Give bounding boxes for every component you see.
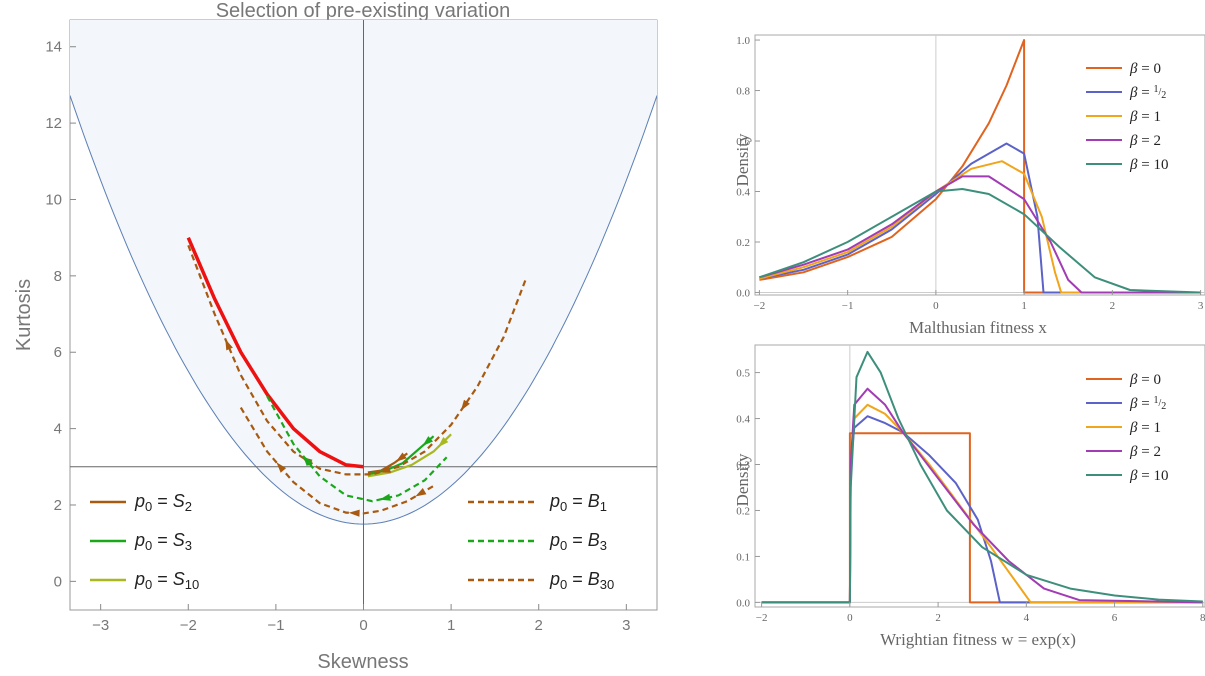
x-tick-label: −1 [267,617,284,634]
x-tick-label: 0 [359,617,367,634]
flow-arrow-marker [422,436,433,446]
flow-arrow-marker [379,465,391,473]
y-tick-label: 0.2 [736,505,750,517]
chart-title: Selection of pre-existing variation [216,0,511,22]
series-line-b3-6 [266,395,448,503]
x-tick-label: −2 [754,300,766,312]
y-tick-label: 1.0 [736,35,750,47]
density-curve-2 [759,160,1201,294]
x-axis-label: Wrightian fitness w = exp(x) [880,630,1076,649]
legend-label: β = 2 [1129,133,1161,149]
flow-arrow-marker [438,437,449,448]
density-curve-3 [761,387,1203,604]
legend-label: β = 1/2 [1129,395,1166,412]
x-tick-label: −2 [180,617,197,634]
flow-arrow-marker [348,509,360,517]
legend-label: β = 1/2 [1129,84,1166,101]
y-tick-label: 0.1 [736,551,750,563]
y-tick-label: 0.4 [736,414,750,426]
y-tick-label: 0.4 [736,187,750,199]
legend-label: p0 = S2 [134,491,192,514]
y-tick-label: 6 [54,344,62,361]
legend-label: β = 0 [1129,372,1161,388]
x-tick-label: 2 [535,617,543,634]
flow-arrow-marker [395,452,407,462]
skewness-kurtosis-chart: Selection of pre-existing variation −3 −2… [13,0,658,673]
x-tick-label: 2 [935,612,941,624]
density-curve-3 [759,175,1201,294]
x-tick-label: 0 [847,612,853,624]
wrightian-density-chart: −2 0 2 4 6 8 0.0 0.1 0.2 0.3 0.4 0.5 Wrightian fitn… [733,344,1205,649]
plot-frame [754,34,1205,296]
y-tick-label: 0.8 [736,86,750,98]
legend-label: β = 10 [1129,468,1168,484]
legend-label: p0 = S10 [134,569,199,592]
x-tick-label: 1 [447,617,455,634]
x-axis-label: Malthusian fitness x [909,318,1047,337]
x-tick-label: −1 [842,300,854,312]
x-tick-label: 1 [1021,300,1027,312]
y-tick-label: 0 [54,573,62,590]
y-tick-label: 0.0 [736,287,750,299]
legend-label: β = 2 [1129,444,1161,460]
legend-label: p0 = B3 [549,530,607,553]
x-tick-label: 0 [933,300,939,312]
y-axis-label: Density [733,133,752,186]
flow-arrow-marker [225,339,233,351]
plot-frame [754,344,1205,608]
flow-arrow-marker [379,493,391,501]
legend-label: β = 1 [1129,420,1161,436]
x-tick-label: −3 [92,617,109,634]
y-tick-label: 0.6 [736,136,750,148]
y-tick-label: 0.0 [736,597,750,609]
density-curve-4 [759,188,1201,294]
legend-label: p0 = B30 [549,569,614,592]
series-line-b30-5 [239,407,435,515]
flow-arrow-marker [276,462,287,473]
series-line-s2-0 [186,237,364,469]
series-line-b1-4 [187,244,527,476]
x-axis-label: Skewness [317,651,408,673]
y-tick-label: 0.5 [736,368,750,380]
y-axis-label: Density [733,453,752,506]
y-tick-label: 10 [45,191,62,208]
y-tick-label: 2 [54,497,62,514]
x-tick-label: 2 [1110,300,1116,312]
legend-label: p0 = B1 [549,491,607,514]
legend-label: β = 10 [1129,157,1168,173]
x-tick-label: 8 [1200,612,1205,624]
flow-arrow-marker [460,399,470,411]
x-tick-label: 4 [1024,612,1030,624]
x-tick-label: −2 [756,612,768,624]
legend-label: β = 1 [1129,109,1161,125]
y-tick-label: 0.3 [736,460,750,472]
flow-arrow-marker [302,455,313,467]
x-tick-label: 3 [1198,300,1204,312]
y-tick-label: 8 [54,268,62,285]
y-tick-label: 0.2 [736,237,750,249]
density-curve-0 [759,39,1201,294]
y-tick-label: 12 [45,115,62,132]
malthusian-density-chart: −2 −1 0 1 2 3 0.0 0.2 0.4 0.6 0.8 1.0 Malthusian fi… [733,34,1205,337]
y-tick-label: 14 [45,39,62,56]
density-curve-4 [761,350,1203,604]
x-tick-label: 6 [1112,612,1118,624]
x-tick-label: 3 [622,617,630,634]
flow-arrow-marker [415,488,427,497]
legend-label: β = 0 [1129,61,1161,77]
legend-label: p0 = S3 [134,530,192,553]
y-axis-label: Kurtosis [13,279,35,351]
y-tick-label: 4 [54,421,62,438]
density-curve-1 [759,142,1201,294]
